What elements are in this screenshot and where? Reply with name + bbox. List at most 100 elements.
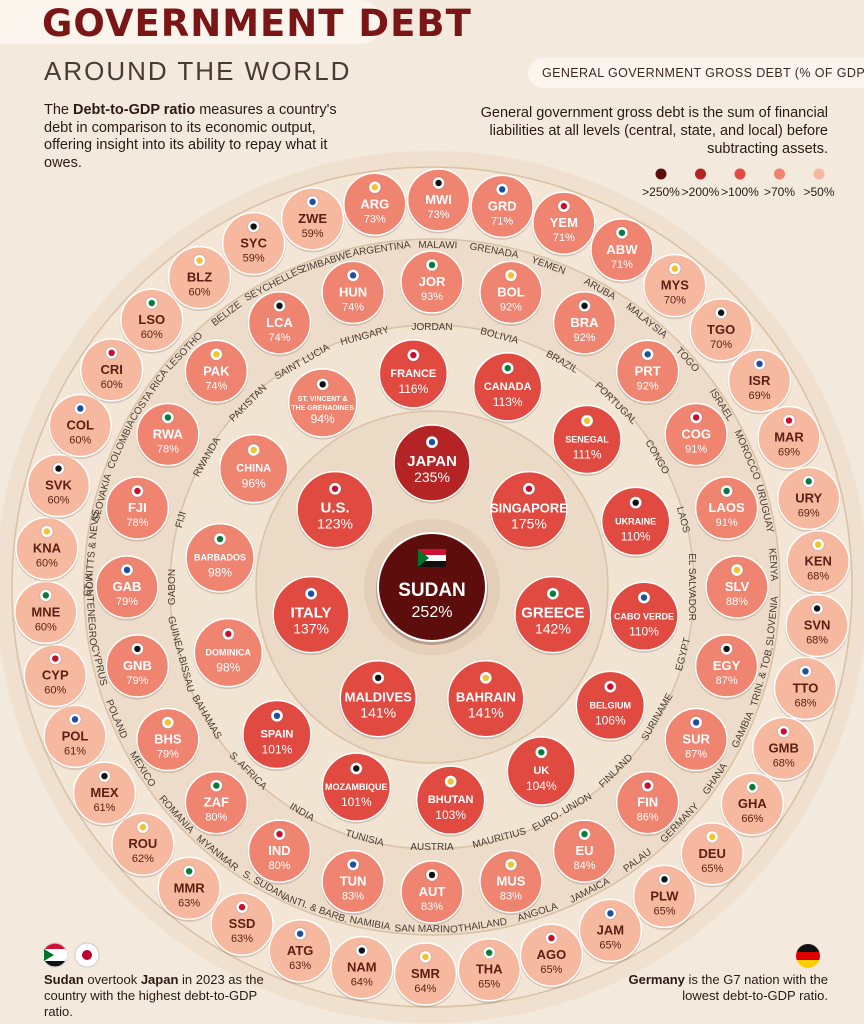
bubble	[377, 532, 487, 642]
country-value: 101%	[262, 743, 293, 757]
country-value: 69%	[749, 390, 771, 402]
country-value: 103%	[435, 808, 466, 822]
bubble	[120, 288, 184, 352]
flag-icon-mark	[307, 590, 315, 597]
country-bubble-slv: SLV 88% EL SALVADOR	[686, 553, 769, 621]
country-code: SMR	[411, 966, 441, 981]
country-value: 68%	[773, 757, 795, 769]
country-bubble-belgium: BELGIUM 106%	[575, 670, 646, 742]
intro-post: measures a country's debt in comparison …	[44, 102, 337, 171]
flag-icon-mark	[428, 261, 436, 269]
country-code: URY	[795, 490, 822, 505]
country-bubble-aut: AUT 83% AUSTRIA	[400, 842, 464, 926]
bubble	[136, 402, 200, 467]
flag-icon-mark	[733, 566, 741, 574]
intro-bold: Debt-to-GDP ratio	[73, 102, 196, 118]
country-value: 111%	[573, 447, 602, 461]
country-value: 104%	[526, 779, 557, 793]
country-value: 123%	[317, 516, 353, 532]
bubble	[479, 260, 543, 325]
flag-stripe	[418, 561, 446, 567]
country-code: CRI	[100, 362, 122, 377]
country-value: 60%	[36, 557, 58, 569]
country-code: ZWE	[298, 211, 327, 226]
bubble	[506, 736, 577, 806]
country-code: TUN	[340, 874, 367, 889]
bubble	[272, 575, 350, 654]
bubble	[727, 349, 792, 413]
page-subtitle: AROUND THE WORLD	[44, 56, 352, 86]
country-code: PRT	[635, 363, 661, 378]
country-code: MNE	[31, 604, 60, 619]
country-value: 141%	[468, 705, 504, 721]
bubble	[786, 529, 850, 594]
country-bubble-senegal: SENEGAL 111%	[552, 404, 623, 476]
bubble	[26, 453, 91, 518]
flag-icon-mark	[640, 594, 648, 601]
country-code: TGO	[707, 322, 735, 337]
country-bubble-svn: SVN 68% SLOVENIA	[765, 593, 850, 660]
country-name: UKRAINE	[615, 516, 656, 526]
flag-icon-mark	[581, 830, 588, 838]
country-code: ATG	[287, 943, 313, 958]
bubble	[184, 339, 249, 404]
flag-icon-mark	[482, 674, 490, 682]
bubble	[14, 580, 78, 645]
country-bubble-gab: GAB 79% GABON	[95, 555, 178, 621]
flag-icon-mark	[422, 953, 429, 961]
bubble	[321, 849, 385, 914]
bubble	[221, 211, 286, 276]
country-bubble-cabo-verde: CABO VERDE 110%	[608, 581, 679, 653]
flag-icon-mark	[185, 868, 193, 875]
bubble	[776, 466, 841, 531]
country-value: 80%	[268, 860, 290, 872]
flag-icon-mark	[213, 351, 220, 358]
country-value: 73%	[364, 213, 386, 225]
bubble	[552, 819, 617, 883]
flag-icon-mark	[108, 349, 115, 357]
country-bubble-u-s: U.S.123%	[296, 470, 375, 551]
country-code: SUR	[682, 732, 710, 747]
country-bubble-china: CHINA 96%	[218, 433, 289, 506]
bubble	[111, 812, 175, 876]
flag-icon-mark	[164, 719, 172, 726]
country-code: ISR	[749, 373, 771, 388]
page-title: GOVERNMENT DEBT	[42, 2, 472, 45]
country-value: 71%	[611, 259, 633, 271]
bubble	[757, 405, 821, 470]
legend: >250% >200% >100% >70% >50%	[642, 168, 835, 199]
country-value: 65%	[701, 863, 723, 875]
country-code: TTO	[793, 680, 819, 695]
country-name: SINGAPORE	[490, 501, 568, 516]
legend-swatch	[655, 168, 667, 180]
country-value: 94%	[311, 412, 335, 426]
flag-icon-mark	[276, 302, 283, 310]
bubble	[694, 634, 759, 698]
bubble	[600, 486, 671, 557]
country-code: ABW	[606, 242, 638, 257]
country-value: 60%	[189, 287, 211, 299]
country-code: LAOS	[709, 500, 745, 515]
country-value: 252%	[412, 604, 453, 621]
flag-icon-mark	[42, 592, 50, 599]
bubble	[268, 919, 332, 983]
country-name: CANADA	[484, 381, 532, 393]
country-name: MALDIVES	[345, 690, 413, 705]
country-value: 98%	[208, 566, 232, 580]
country-label: MALAWI	[418, 240, 457, 252]
flag-icon-mark	[814, 541, 822, 548]
flag-icon-mark	[371, 184, 378, 191]
flag-icon-mark	[296, 930, 304, 937]
country-value: 113%	[493, 395, 523, 409]
flag-icon-mark	[560, 202, 568, 210]
country-value: 78%	[157, 444, 179, 456]
country-value: 79%	[157, 749, 179, 761]
bubble	[167, 245, 232, 310]
